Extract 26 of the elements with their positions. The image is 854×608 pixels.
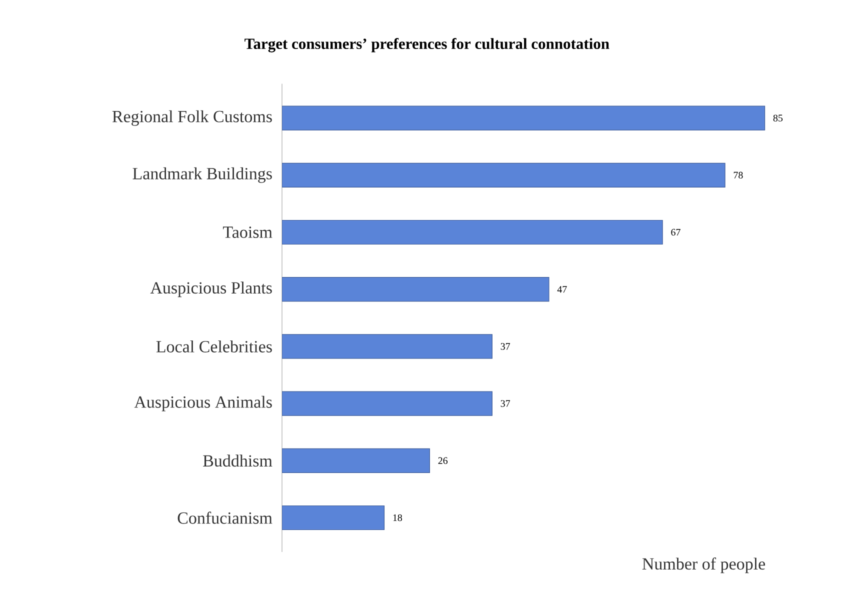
chart-title: Target consumers’ preferences for cultural connotation	[244, 38, 610, 52]
y-tick-label: Auspicious Plants	[150, 282, 272, 298]
x-axis-title: Number of people	[642, 558, 766, 574]
data-label: 85	[773, 114, 783, 122]
data-label: 47	[557, 286, 567, 293]
bar	[282, 220, 663, 245]
y-tick-label: Landmark Buildings	[132, 167, 272, 183]
data-label: 26	[438, 457, 448, 464]
data-label: 18	[393, 514, 402, 522]
data-label: 78	[734, 172, 743, 179]
bar	[282, 505, 385, 530]
y-tick-label: Buddhism	[203, 454, 272, 467]
bar	[282, 162, 726, 188]
y-tick-label: Confucianism	[178, 512, 272, 524]
y-tick-label: Local Celebrities	[156, 340, 272, 352]
data-label: 37	[500, 343, 510, 350]
data-label: 37	[500, 400, 510, 407]
y-tick-label: Auspicious Animals	[134, 396, 272, 412]
bar	[282, 391, 492, 416]
bar	[282, 334, 492, 359]
bar	[282, 448, 430, 473]
data-label: 67	[671, 228, 680, 236]
bar	[282, 106, 766, 130]
y-tick-label: Regional Folk Customs	[112, 110, 272, 126]
bar	[282, 277, 550, 302]
y-tick-label: Taoism	[222, 226, 272, 238]
